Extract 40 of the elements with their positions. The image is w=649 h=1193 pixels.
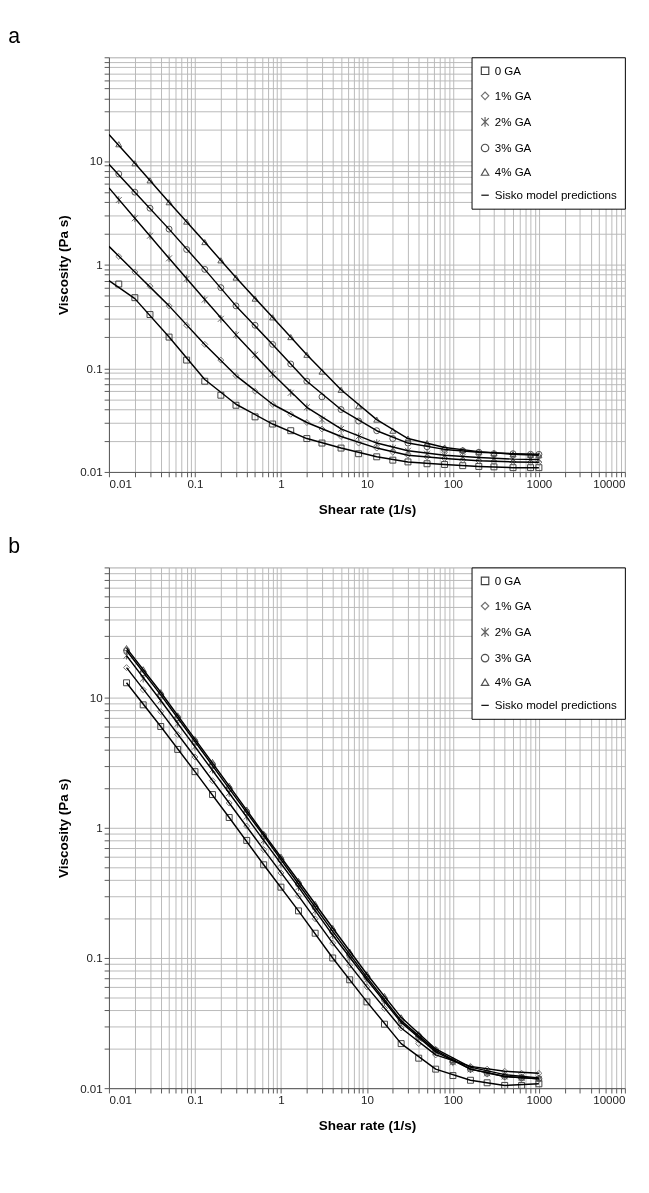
legend-label: Sisko model predictions (494, 189, 618, 202)
x-tick-label: 10000 (593, 477, 626, 490)
legend-label: 0 GA (494, 64, 522, 77)
chart-title: a (8, 23, 21, 47)
legend-label: 4% GA (494, 676, 532, 689)
y-tick-label: 1 (96, 258, 103, 271)
y-tick-label: 0.1 (86, 362, 103, 375)
y-tick-label: 1 (96, 822, 103, 835)
x-tick-label: 0.01 (109, 477, 132, 490)
y-axis-title: Viscosity (Pa s) (55, 215, 71, 315)
x-tick-label: 0.01 (109, 1094, 132, 1107)
y-tick-label: 0.01 (80, 1082, 103, 1095)
legend-label: 1% GA (494, 89, 532, 102)
x-tick-label: 10 (360, 1094, 374, 1107)
legend-label: 4% GA (494, 165, 532, 178)
legend-label: 3% GA (494, 651, 532, 664)
x-axis-title: Shear rate (1/s) (318, 501, 417, 517)
y-tick-label: 10 (89, 155, 103, 168)
legend-label: 1% GA (494, 599, 532, 612)
y-axis-title: Viscosity (Pa s) (55, 778, 71, 879)
x-tick-label: 0.1 (187, 477, 204, 490)
x-tick-label: 1000 (526, 1094, 553, 1107)
legend-label: 0 GA (494, 574, 522, 587)
x-axis-title: Shear rate (1/s) (318, 1118, 417, 1134)
x-tick-label: 100 (443, 477, 464, 490)
x-tick-label: 1 (278, 477, 285, 490)
legend-label: Sisko model predictions (494, 699, 618, 712)
legend-label: 3% GA (494, 141, 532, 154)
y-tick-label: 0.1 (86, 952, 103, 965)
legend-label: 2% GA (494, 625, 532, 638)
x-tick-label: 10 (360, 477, 374, 490)
x-tick-label: 1000 (526, 477, 553, 490)
y-tick-label: 0.01 (80, 466, 103, 479)
chart-title: b (8, 533, 21, 557)
x-tick-label: 10000 (593, 1094, 626, 1107)
y-tick-label: 10 (89, 691, 103, 704)
x-tick-label: 1 (278, 1094, 285, 1107)
x-tick-label: 0.1 (187, 1094, 204, 1107)
x-tick-label: 100 (443, 1094, 464, 1107)
legend-label: 2% GA (494, 115, 532, 128)
